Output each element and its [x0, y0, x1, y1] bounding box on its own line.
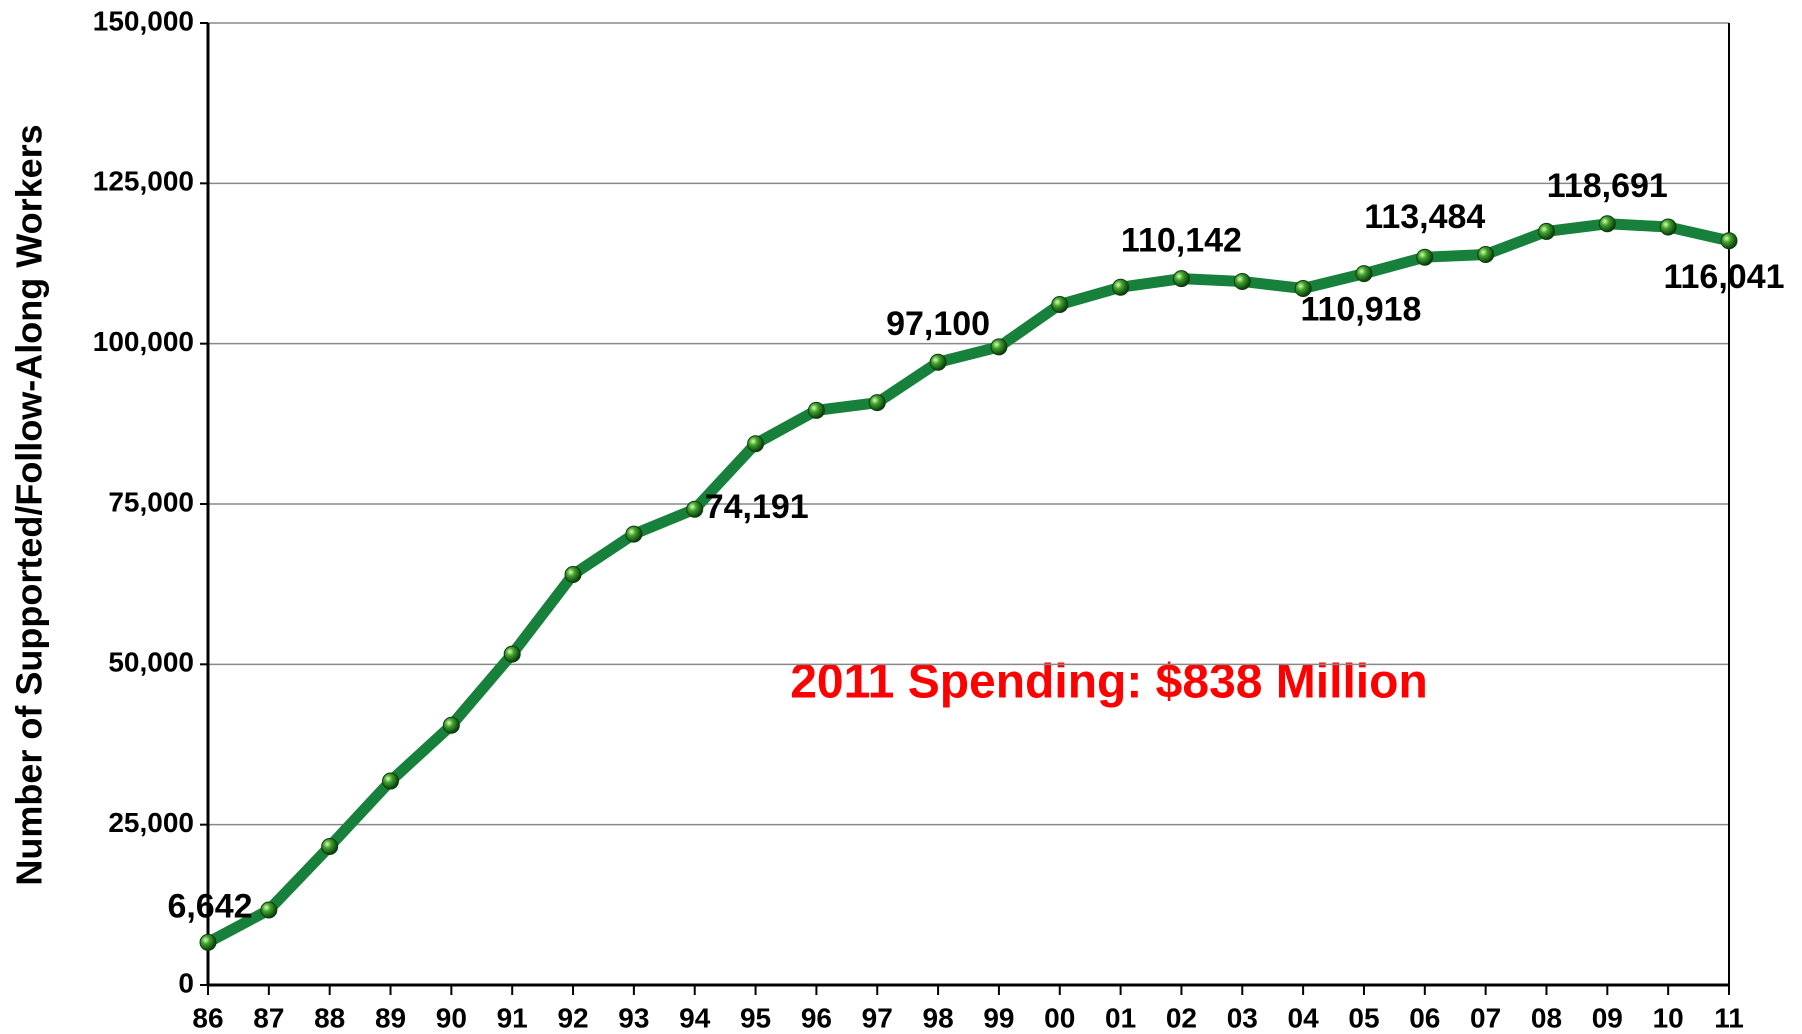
point — [1233, 272, 1251, 290]
data-label: 118,691 — [1547, 167, 1668, 205]
x-tick-label: 87 — [253, 1002, 284, 1033]
data-label: 113,484 — [1364, 198, 1485, 236]
point — [564, 566, 582, 584]
x-tick-label: 02 — [1166, 1002, 1197, 1033]
x-tick-label: 01 — [1105, 1002, 1136, 1033]
x-tick-label: 03 — [1227, 1002, 1258, 1033]
point — [868, 394, 886, 412]
x-tick-label: 04 — [1288, 1002, 1320, 1033]
y-tick-label: 25,000 — [108, 807, 194, 838]
x-tick-label: 94 — [679, 1002, 711, 1033]
point — [747, 435, 765, 453]
point — [686, 500, 704, 518]
y-axis-label: Number of Supported/Follow-Along Workers — [9, 124, 50, 885]
x-tick-label: 96 — [801, 1002, 832, 1033]
x-tick-label: 86 — [192, 1002, 223, 1033]
y-tick-label: 100,000 — [93, 326, 194, 357]
data-label: 6,642 — [167, 887, 252, 925]
x-tick-label: 93 — [618, 1002, 649, 1033]
x-tick-label: 88 — [314, 1002, 345, 1033]
point — [321, 837, 339, 855]
x-tick-label: 05 — [1348, 1002, 1379, 1033]
x-tick-label: 91 — [497, 1002, 528, 1033]
point — [1051, 296, 1069, 314]
data-label: 110,142 — [1121, 222, 1242, 260]
point — [503, 645, 521, 663]
data-label: 110,918 — [1300, 291, 1421, 329]
x-tick-label: 97 — [862, 1002, 893, 1033]
point — [1112, 278, 1130, 296]
x-tick-label: 90 — [436, 1002, 467, 1033]
point — [929, 353, 947, 371]
data-label: 116,041 — [1663, 258, 1784, 296]
point — [1416, 248, 1434, 266]
data-label: 97,100 — [886, 305, 990, 343]
point — [199, 933, 217, 951]
point — [1477, 246, 1495, 264]
x-tick-label: 95 — [740, 1002, 771, 1033]
y-tick-label: 125,000 — [93, 166, 194, 197]
x-tick-label: 06 — [1409, 1002, 1440, 1033]
y-tick-label: 50,000 — [108, 647, 194, 678]
point — [1355, 265, 1373, 283]
point — [990, 338, 1008, 356]
point — [1294, 280, 1312, 298]
point — [1659, 218, 1677, 236]
x-tick-label: 92 — [557, 1002, 588, 1033]
point — [1172, 270, 1190, 288]
x-tick-label: 10 — [1653, 1002, 1684, 1033]
y-tick-label: 0 — [178, 967, 194, 998]
point — [807, 401, 825, 419]
point — [1537, 222, 1555, 240]
x-tick-label: 11 — [1714, 1002, 1744, 1033]
point — [382, 772, 400, 790]
point — [1720, 232, 1738, 250]
y-tick-label: 75,000 — [108, 486, 194, 517]
x-tick-label: 07 — [1470, 1002, 1501, 1033]
point — [442, 716, 460, 734]
data-label: 74,191 — [705, 488, 809, 526]
x-tick-label: 98 — [923, 1002, 954, 1033]
point — [260, 901, 278, 919]
x-tick-label: 09 — [1592, 1002, 1623, 1033]
y-tick-label: 150,000 — [93, 5, 194, 36]
x-tick-label: 00 — [1044, 1002, 1075, 1033]
x-tick-label: 08 — [1531, 1002, 1562, 1033]
point — [1598, 215, 1616, 233]
point — [625, 525, 643, 543]
x-tick-label: 89 — [375, 1002, 406, 1033]
line — [205, 218, 1731, 948]
x-tick-label: 99 — [983, 1002, 1014, 1033]
